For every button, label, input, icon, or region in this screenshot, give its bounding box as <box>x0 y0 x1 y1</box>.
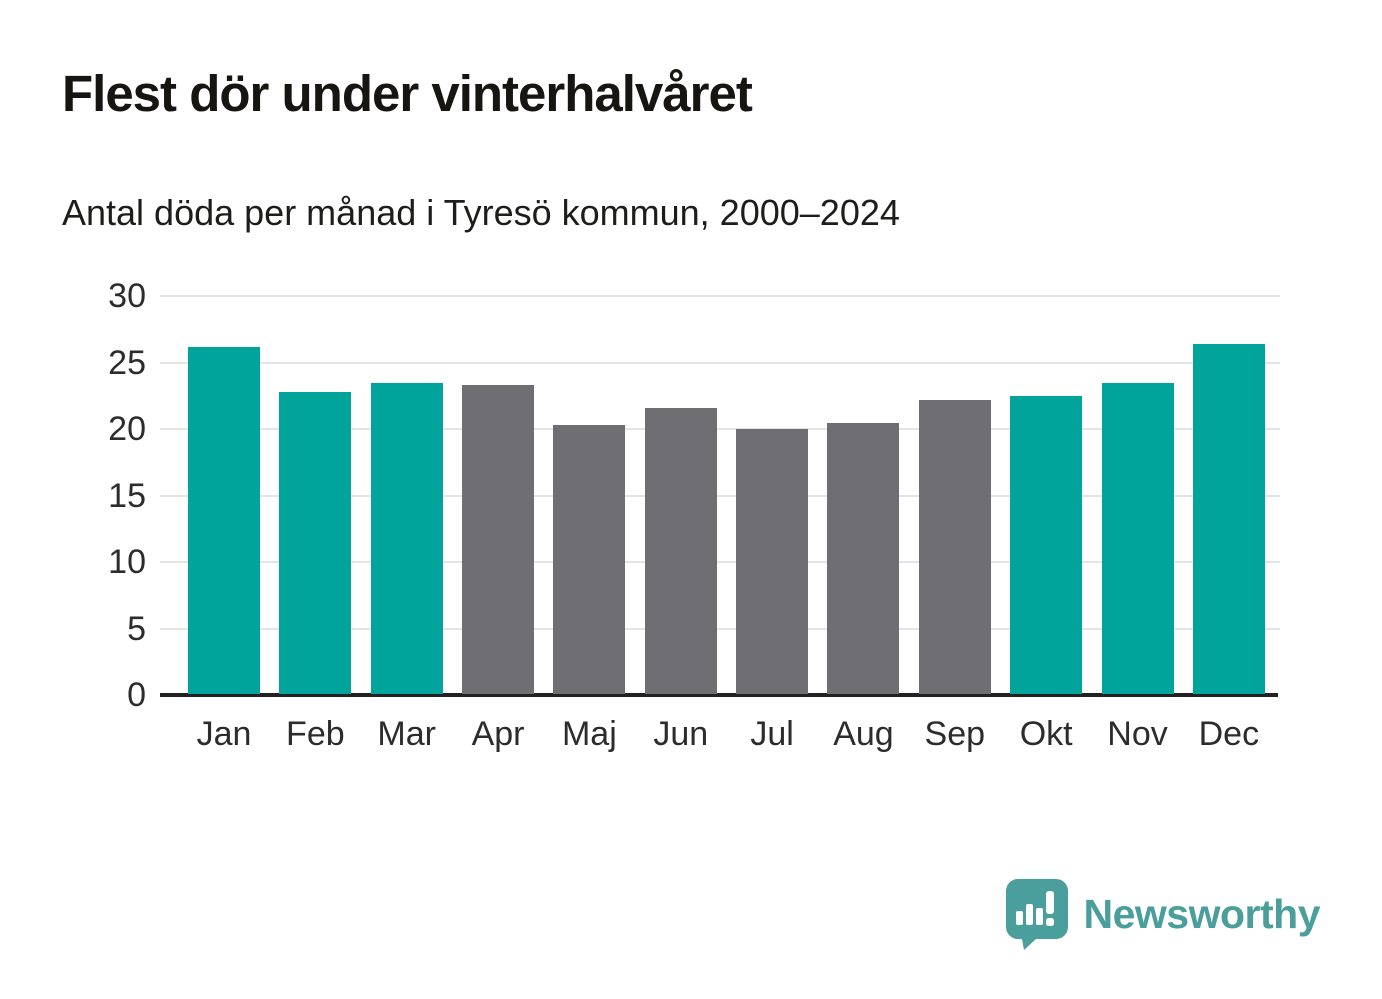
bar-mar <box>370 382 443 694</box>
plot-area: 0 5 10 15 20 25 30 Jan Feb Mar Apr Maj Jun Jul Aug Sep O… <box>108 279 1280 753</box>
bar-maj <box>553 425 626 694</box>
y-axis-label-20: 20 <box>108 410 146 448</box>
gridline-30 <box>160 295 1280 297</box>
x-axis-label-aug: Aug <box>833 715 894 753</box>
bar-jan <box>188 346 260 694</box>
bar-apr <box>462 385 535 694</box>
y-axis-label-0: 0 <box>127 676 146 714</box>
gridline-5 <box>160 627 1280 630</box>
x-axis-label-dec: Dec <box>1198 715 1260 753</box>
chart-subtitle: Antal döda per månad i Tyresö kommun, 20… <box>62 192 900 233</box>
x-axis-label-mar: Mar <box>377 715 436 753</box>
bar-dec <box>1192 344 1265 694</box>
x-axis-label-jul: Jul <box>750 715 794 753</box>
y-axis-label-15: 15 <box>108 476 146 515</box>
bar-jun <box>644 408 717 694</box>
bar-feb <box>279 392 352 694</box>
gridline-15 <box>160 494 1280 497</box>
bar-okt <box>1010 396 1083 694</box>
newsworthy-logo-text: Newsworthy <box>1083 890 1321 937</box>
x-axis-label-jan: Jan <box>196 715 252 753</box>
x-axis-label-maj: Maj <box>561 715 617 753</box>
x-axis-label-apr: Apr <box>471 715 525 753</box>
x-axis-label-feb: Feb <box>286 715 345 753</box>
x-axis-label-sep: Sep <box>924 715 986 753</box>
y-axis-label-30: 30 <box>108 277 146 315</box>
gridline-20 <box>160 428 1280 430</box>
bar-jul <box>736 429 809 694</box>
y-axis-label-5: 5 <box>127 609 146 648</box>
y-axis-label-10: 10 <box>108 543 146 581</box>
bar-sep <box>918 400 991 694</box>
bar-nov <box>1101 382 1174 694</box>
bar-aug <box>827 422 900 694</box>
chart-title: Flest dör under vinterhalvåret <box>62 65 753 122</box>
x-axis-label-nov: Nov <box>1107 715 1168 753</box>
newsworthy-logo-icon <box>1005 879 1068 950</box>
gridline-10 <box>160 561 1280 563</box>
y-axis-label-25: 25 <box>108 343 146 382</box>
x-axis-label-okt: Okt <box>1019 715 1073 753</box>
gridline-25 <box>160 361 1280 364</box>
x-axis-label-jun: Jun <box>653 715 709 753</box>
newsworthy-branding: Newsworthy <box>1004 878 1321 950</box>
x-axis-line <box>160 693 1278 697</box>
